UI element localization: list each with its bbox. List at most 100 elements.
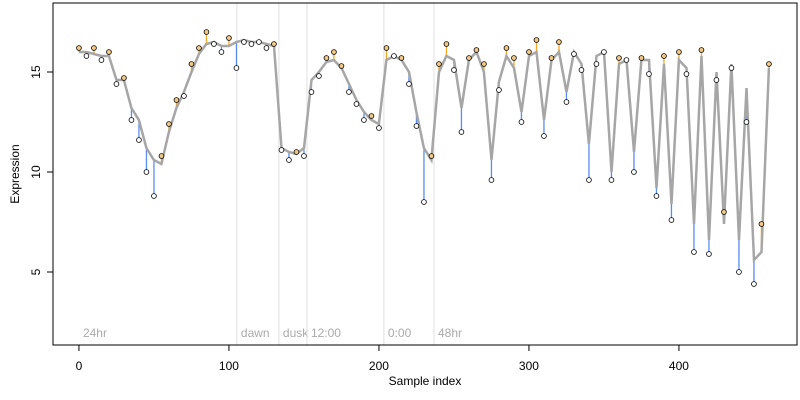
observed-point xyxy=(106,49,112,55)
observed-point xyxy=(436,61,442,67)
observed-point xyxy=(323,55,330,61)
x-tick-label: 200 xyxy=(369,359,389,373)
x-tick-label: 300 xyxy=(519,359,539,373)
observed-point xyxy=(173,97,180,103)
observed-point xyxy=(623,57,630,63)
observed-point xyxy=(713,77,720,83)
observed-point xyxy=(398,55,405,61)
observed-point xyxy=(571,51,577,57)
observed-point xyxy=(241,39,247,45)
observed-point xyxy=(143,169,150,175)
observed-point xyxy=(83,53,90,59)
observed-point xyxy=(616,55,622,61)
observed-point xyxy=(751,281,757,287)
x-tick-label: 0 xyxy=(76,359,83,373)
y-tick-label: 5 xyxy=(29,268,43,275)
observed-point xyxy=(76,45,82,51)
observed-point xyxy=(158,153,165,159)
y-tick-label: 15 xyxy=(29,65,43,79)
y-axis-label: Expression xyxy=(8,144,22,203)
observed-point xyxy=(308,89,315,95)
observed-point xyxy=(166,121,172,127)
observed-point xyxy=(601,49,607,55)
observed-point xyxy=(758,221,765,227)
plot-frame xyxy=(52,2,798,346)
observed-point xyxy=(233,65,240,71)
observed-point xyxy=(421,199,427,205)
observed-point xyxy=(653,193,660,199)
observed-point xyxy=(443,41,450,47)
observed-point xyxy=(278,147,285,153)
observed-point xyxy=(211,41,217,47)
observed-point xyxy=(256,39,262,45)
observed-point xyxy=(428,153,435,159)
observed-point xyxy=(91,45,97,51)
event-label: dawn xyxy=(241,326,270,340)
observed-point xyxy=(578,67,585,73)
observed-point xyxy=(188,61,195,67)
x-tick-label: 400 xyxy=(669,359,689,373)
observed-point xyxy=(203,29,210,35)
event-label: 0:00 xyxy=(388,326,412,340)
observed-point xyxy=(766,61,772,67)
observed-point xyxy=(496,87,502,93)
observed-point xyxy=(151,193,157,199)
event-label: 24hr xyxy=(83,326,107,340)
observed-point xyxy=(608,177,615,183)
observed-point xyxy=(113,81,120,87)
observed-point xyxy=(533,37,540,43)
observed-point xyxy=(736,269,742,275)
observed-point xyxy=(316,73,322,79)
event-label: dusk xyxy=(283,326,309,340)
observed-point xyxy=(226,35,232,41)
observed-point xyxy=(511,55,517,61)
observed-point xyxy=(181,93,187,99)
observed-point xyxy=(271,41,277,47)
x-axis-label: Sample index xyxy=(389,374,462,388)
observed-point xyxy=(488,177,495,183)
observed-point xyxy=(338,63,345,69)
observed-point xyxy=(286,157,292,163)
observed-point xyxy=(563,99,570,105)
observed-point xyxy=(638,55,645,61)
event-label: 48hr xyxy=(438,326,462,340)
observed-point xyxy=(406,81,412,87)
observed-point xyxy=(541,133,547,139)
observed-point xyxy=(503,45,510,51)
observed-point xyxy=(646,71,652,77)
observed-point xyxy=(586,177,592,183)
observed-point xyxy=(391,53,397,59)
observed-point xyxy=(728,65,735,71)
observed-point xyxy=(631,169,637,175)
observed-point xyxy=(668,217,675,223)
observed-point xyxy=(136,137,142,143)
observed-point xyxy=(593,61,600,67)
observed-point xyxy=(518,119,525,125)
observed-point xyxy=(706,251,712,257)
fitted-line xyxy=(79,38,771,264)
observed-point xyxy=(346,89,352,95)
observed-point xyxy=(301,153,307,159)
observed-point xyxy=(376,125,382,131)
observed-point xyxy=(383,45,390,51)
observed-point xyxy=(196,45,202,51)
observed-point xyxy=(458,129,465,135)
observed-point xyxy=(691,249,697,255)
observed-point xyxy=(556,39,562,45)
event-label: 12:00 xyxy=(311,326,341,340)
observed-point xyxy=(331,49,337,55)
observed-point xyxy=(293,149,300,155)
observed-point xyxy=(361,117,367,123)
observed-point xyxy=(466,55,472,61)
observed-point xyxy=(353,101,360,107)
observed-point xyxy=(121,75,127,81)
observed-point xyxy=(413,123,420,129)
observed-point xyxy=(676,49,682,55)
observed-point xyxy=(548,55,555,61)
observed-point xyxy=(473,47,480,53)
observed-point xyxy=(698,47,705,53)
observed-point xyxy=(661,53,667,59)
x-tick-label: 100 xyxy=(219,359,239,373)
observed-point xyxy=(128,117,135,123)
